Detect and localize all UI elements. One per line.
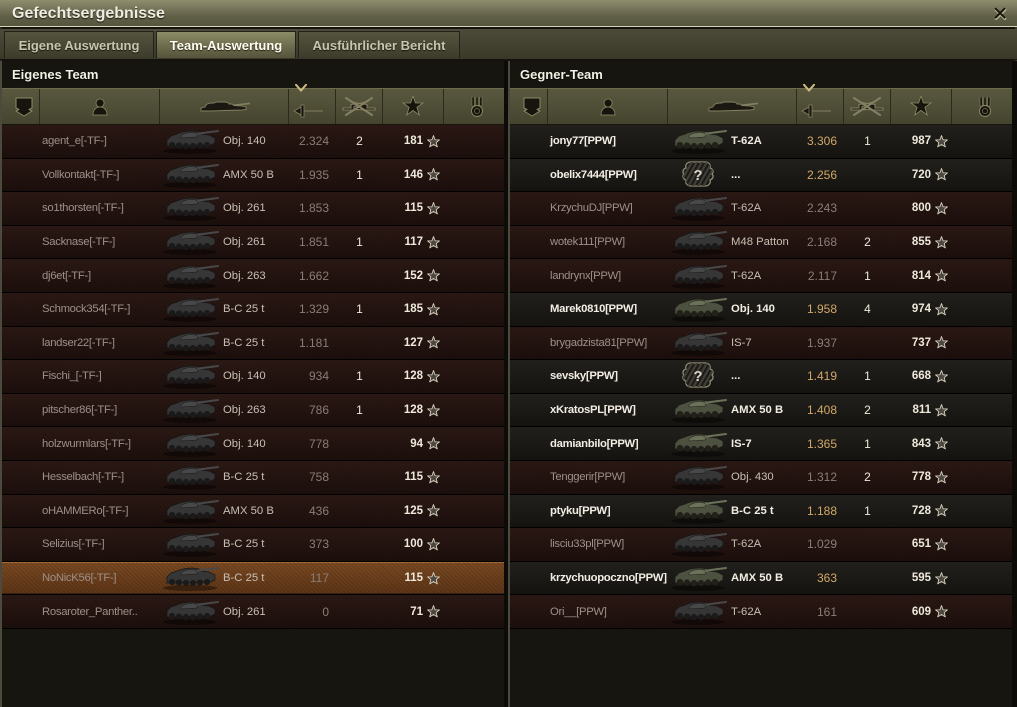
svg-text:?: ? [693,368,702,385]
svg-text:?: ? [693,167,702,184]
